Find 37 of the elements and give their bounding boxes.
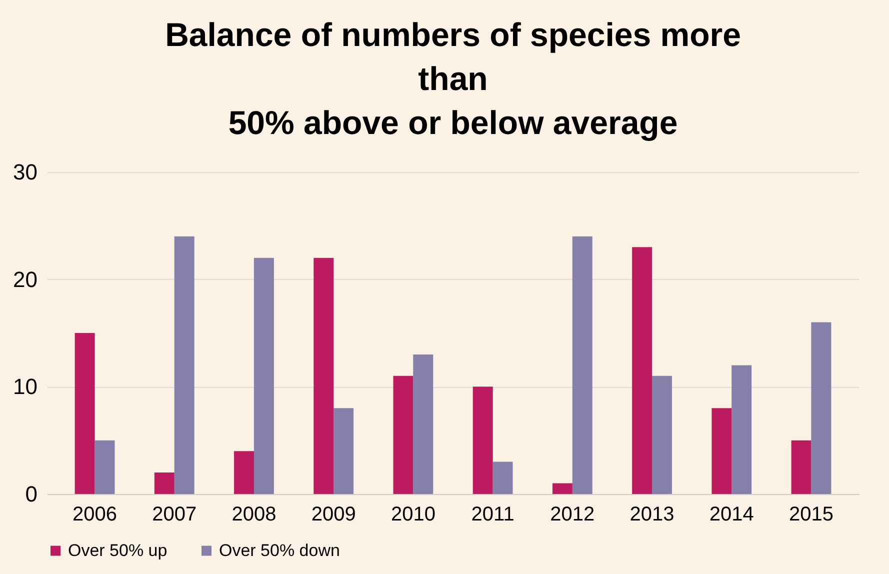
bar (94, 440, 115, 494)
x-tick-label: 2007 (152, 504, 197, 526)
bar (393, 376, 414, 494)
bar (811, 322, 832, 494)
bar (712, 408, 732, 494)
y-tick-label: 0 (25, 482, 38, 506)
x-tick-label: 2013 (630, 504, 674, 526)
x-tick-label: 2010 (390, 504, 436, 526)
x-tick-label: 2008 (232, 504, 276, 526)
x-tick-label: 2012 (550, 504, 595, 526)
bar (174, 236, 194, 494)
bar (74, 333, 95, 494)
bar (472, 386, 493, 494)
bar (334, 408, 354, 494)
bar (254, 258, 274, 494)
x-tick-label: 2009 (311, 504, 356, 526)
x-tick-label: 2011 (471, 504, 514, 526)
bar (791, 440, 812, 494)
bar (234, 451, 254, 494)
y-tick-label: 30 (13, 160, 38, 184)
bar (314, 258, 334, 494)
bar (632, 247, 652, 494)
bar (154, 472, 174, 494)
bar (572, 236, 592, 494)
y-tick-label: 10 (13, 374, 38, 400)
bar (492, 462, 513, 494)
x-tick-label: 2006 (72, 504, 118, 526)
bar (652, 376, 672, 494)
bar (732, 365, 752, 494)
bar (413, 354, 434, 494)
x-tick-label: 2014 (709, 504, 754, 526)
chart-title: Balance of numbers of species more than 50% above or below average (165, 16, 741, 141)
x-tick-label: 2015 (788, 504, 834, 526)
bar (552, 483, 572, 494)
legend-label: Over 50% down (219, 540, 340, 560)
y-tick-label: 20 (13, 266, 38, 292)
legend-label: Over 50% up (68, 540, 168, 560)
